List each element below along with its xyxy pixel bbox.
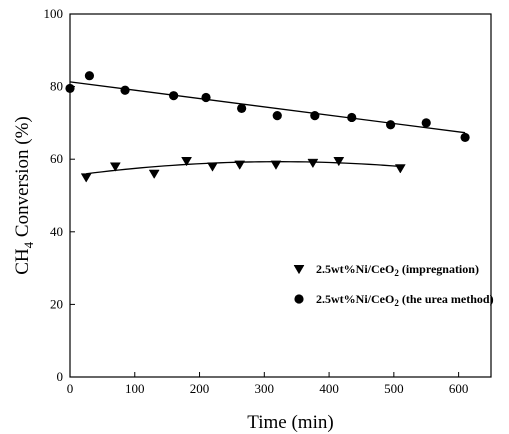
x-tick-label: 600: [449, 381, 469, 396]
data-point-urea: [386, 120, 396, 130]
axes-layer: [69, 13, 492, 378]
legend-label-1: 2.5wt%Ni/CeO2 (impregnation): [316, 262, 479, 278]
x-tick-label: 100: [125, 381, 145, 396]
legend: 2.5wt%Ni/CeO2 (impregnation) 2.5wt%Ni/CeO…: [293, 262, 494, 308]
data-points-layer: [65, 71, 470, 183]
data-point-impregnation: [234, 160, 246, 170]
data-point-urea: [169, 91, 179, 101]
data-point-impregnation: [207, 162, 218, 172]
y-tick-label: 60: [50, 151, 63, 166]
legend-label-2: 2.5wt%Ni/CeO2 (the urea method): [316, 292, 494, 308]
data-point-urea: [347, 112, 357, 123]
x-tick-label: 200: [190, 381, 210, 396]
data-point-impregnation: [109, 162, 121, 172]
plot-frame: [69, 13, 492, 378]
trendline-layer: [69, 81, 466, 175]
legend-marker-circle: [294, 294, 304, 304]
data-point-urea: [272, 111, 282, 121]
legend-marker-triangle: [293, 265, 305, 275]
data-point-urea: [120, 85, 130, 95]
data-point-urea: [421, 118, 431, 128]
data-point-impregnation: [394, 164, 406, 174]
data-point-urea: [460, 132, 470, 143]
data-point-impregnation: [80, 173, 92, 183]
y-tick-label: 40: [50, 224, 63, 239]
data-point-urea: [65, 83, 75, 94]
y-tick-label: 0: [57, 369, 64, 384]
y-axis-title: CH4 Conversion (%): [12, 116, 36, 275]
data-point-urea: [237, 103, 247, 113]
data-point-impregnation: [181, 157, 193, 167]
data-point-urea: [310, 111, 320, 121]
x-axis-title: Time (min): [247, 412, 333, 433]
y-tick-label: 20: [50, 296, 63, 311]
x-tick-label: 500: [384, 381, 404, 396]
axis-labels-layer: Time (min) CH4 Conversion (%): [12, 116, 334, 433]
trendline-series-2: [69, 81, 466, 134]
data-point-impregnation: [270, 160, 282, 170]
x-tick-label: 300: [255, 381, 275, 396]
x-tick-label: 0: [67, 381, 74, 396]
x-tick-label: 400: [319, 381, 339, 396]
ticks-layer: 0 100 200 300 400 500 600 0 20 40 60 80 100: [44, 6, 469, 396]
data-point-urea: [201, 92, 211, 103]
data-point-impregnation: [307, 158, 319, 169]
data-point-impregnation: [333, 157, 345, 167]
y-tick-label: 80: [50, 79, 63, 94]
y-tick-label: 100: [44, 6, 64, 21]
data-point-urea: [84, 71, 95, 81]
data-point-impregnation: [148, 169, 160, 179]
